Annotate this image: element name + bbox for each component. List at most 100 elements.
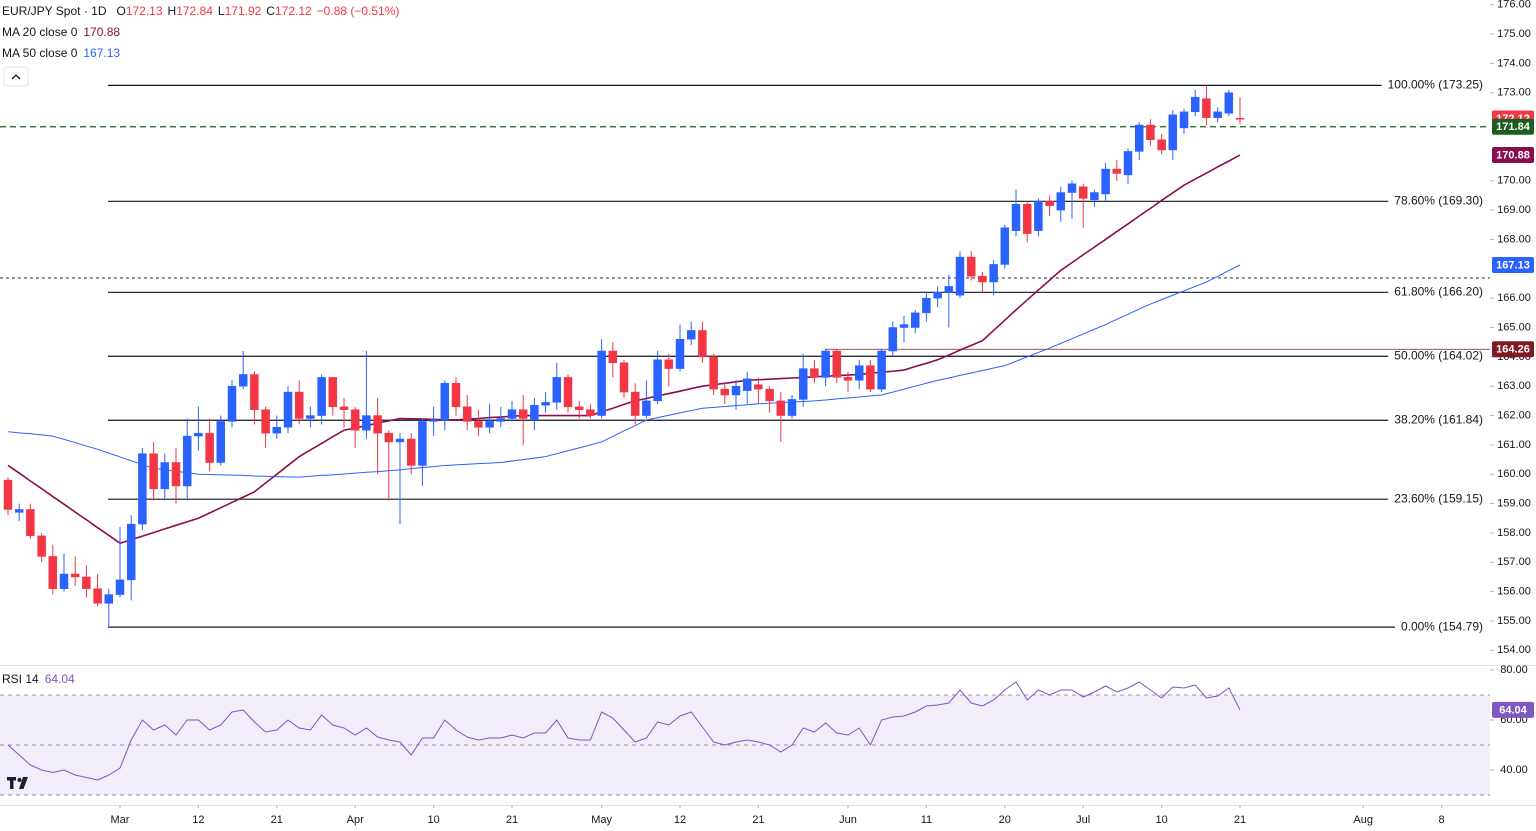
candle-body bbox=[149, 453, 158, 490]
price-tag bbox=[1492, 341, 1534, 358]
y-tick-label: 174.00 bbox=[1497, 57, 1531, 69]
y-tick-label: 166.00 bbox=[1497, 292, 1531, 304]
x-tick-label: 12 bbox=[674, 814, 686, 826]
candle-body bbox=[787, 399, 797, 416]
fib-label: 0.00% (154.79) bbox=[1401, 619, 1483, 633]
collapse-button[interactable] bbox=[3, 66, 29, 87]
candle-body bbox=[507, 409, 517, 419]
y-tick-label: 161.00 bbox=[1497, 439, 1531, 451]
legend-entry: MA 20 close 0 170.88 bbox=[2, 25, 120, 39]
candle-body bbox=[462, 406, 472, 422]
y-tick-label: 162.00 bbox=[1497, 409, 1531, 421]
candle-body bbox=[328, 377, 338, 407]
logo-part bbox=[19, 777, 28, 789]
candle-body bbox=[93, 588, 102, 604]
candle-body bbox=[160, 462, 170, 490]
y-tick-label: 163.00 bbox=[1497, 380, 1531, 392]
candle-body bbox=[238, 374, 248, 387]
candle-body bbox=[541, 402, 550, 406]
candle-body bbox=[776, 400, 786, 416]
candle-body bbox=[877, 350, 886, 390]
x-tick-label: 21 bbox=[1234, 814, 1246, 826]
y-tick-label: 168.00 bbox=[1497, 233, 1531, 245]
ohlc-value: 171.92 bbox=[225, 4, 262, 18]
chevron-icon[interactable] bbox=[11, 74, 21, 80]
logo-part bbox=[17, 778, 22, 782]
candle-body bbox=[597, 350, 606, 416]
candle-body bbox=[1134, 124, 1144, 152]
candle-body bbox=[686, 330, 696, 340]
candle-body bbox=[854, 365, 864, 381]
x-tick-label: Jun bbox=[839, 814, 857, 826]
candle-body bbox=[978, 275, 987, 283]
candle-body bbox=[82, 576, 91, 589]
candle-body bbox=[720, 388, 730, 396]
candle-body bbox=[530, 405, 539, 421]
legend-name: MA 20 close 0 bbox=[2, 25, 78, 39]
candle-body bbox=[608, 350, 618, 363]
header: EUR/JPY Spot · 1D O172.13 H172.84 L171.92 C1… bbox=[2, 4, 399, 18]
ohlc-key: H bbox=[168, 4, 177, 18]
price-tag bbox=[1492, 146, 1534, 163]
price-tag-label: 167.13 bbox=[1496, 259, 1530, 271]
candle-body bbox=[384, 432, 394, 443]
y-tick-label: 176.00 bbox=[1497, 0, 1531, 11]
fib-label: 23.60% (159.15) bbox=[1394, 491, 1483, 505]
candle-body bbox=[1101, 168, 1110, 195]
x-tick-label: 21 bbox=[506, 814, 518, 826]
x-tick-label: Jul bbox=[1076, 814, 1090, 826]
y-tick-label: 80.00 bbox=[1500, 664, 1528, 676]
candle-body bbox=[373, 415, 382, 434]
change: −0.88 (−0.51%) bbox=[317, 4, 400, 18]
tv-logo bbox=[7, 777, 28, 789]
y-tick-label: 160.00 bbox=[1497, 468, 1531, 480]
ohlc-value: 172.84 bbox=[176, 4, 213, 18]
x-tick-label: 10 bbox=[1155, 814, 1167, 826]
legend-value: 170.88 bbox=[83, 25, 120, 39]
candle-body bbox=[14, 509, 24, 513]
x-tick-label: 20 bbox=[999, 814, 1011, 826]
candle-body bbox=[1000, 227, 1010, 265]
candle-body bbox=[104, 594, 114, 604]
candle-body bbox=[1157, 139, 1166, 151]
candle-body bbox=[451, 383, 461, 407]
candle-body bbox=[810, 368, 819, 378]
rsi-line bbox=[7, 681, 1241, 781]
legend-entry: MA 50 close 0 167.13 bbox=[2, 46, 120, 60]
candle-body bbox=[1235, 118, 1245, 120]
candle-body bbox=[1190, 96, 1200, 113]
candle-body bbox=[1067, 183, 1077, 193]
candle-body bbox=[171, 462, 181, 487]
candle-body bbox=[866, 365, 875, 390]
price-tag-label: 171.84 bbox=[1496, 121, 1531, 133]
candle-body bbox=[194, 432, 203, 437]
fib-label: 61.80% (166.20) bbox=[1394, 284, 1483, 298]
fib-label: 100.00% (173.25) bbox=[1388, 78, 1483, 92]
x-tick-label: 10 bbox=[427, 814, 439, 826]
candle-body bbox=[362, 415, 371, 431]
fib-label: 50.00% (164.02) bbox=[1394, 348, 1483, 362]
candle-body bbox=[798, 368, 808, 400]
y-tick-label: 155.00 bbox=[1497, 615, 1531, 627]
x-tick-label: 8 bbox=[1439, 814, 1445, 826]
candle-body bbox=[26, 509, 35, 537]
price-tag bbox=[1492, 701, 1534, 718]
candle-body bbox=[586, 409, 595, 416]
legend-value: 64.04 bbox=[45, 672, 75, 686]
button-frame[interactable] bbox=[3, 66, 29, 87]
candle-body bbox=[1011, 204, 1021, 231]
ohlc-value: 172.13 bbox=[126, 4, 163, 18]
candle-body bbox=[552, 377, 562, 403]
y-tick-label: 154.00 bbox=[1497, 644, 1531, 656]
candle-body bbox=[250, 374, 259, 410]
candle-body bbox=[294, 391, 304, 419]
candle-body bbox=[1224, 92, 1234, 114]
candle-body bbox=[642, 400, 651, 416]
ohlc-key: O bbox=[116, 4, 125, 18]
candle-body bbox=[1202, 98, 1211, 118]
candle-body bbox=[1045, 201, 1054, 206]
legend-name: MA 50 close 0 bbox=[2, 46, 78, 60]
y-tick-label: 170.00 bbox=[1497, 175, 1531, 187]
candle-body bbox=[138, 453, 147, 525]
candle-body bbox=[754, 384, 763, 390]
